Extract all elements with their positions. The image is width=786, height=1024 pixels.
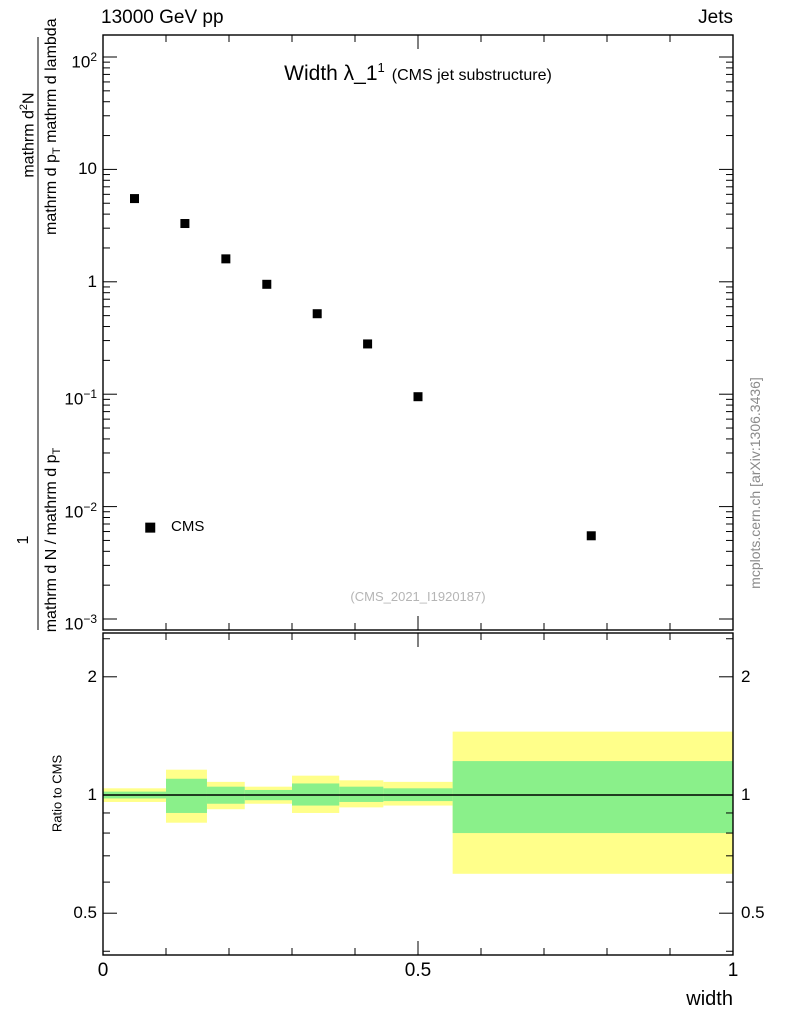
tick-marks bbox=[102, 35, 734, 955]
yaxis-label-text: N bbox=[20, 92, 38, 104]
yaxis-label-prefix-one: 1 bbox=[15, 535, 32, 545]
data-point-marker bbox=[221, 254, 231, 264]
y-axis-tick-label: 10−1 bbox=[64, 387, 97, 409]
yaxis-label-sub: T bbox=[51, 447, 64, 455]
x-axis-tick-label: 0 bbox=[97, 960, 109, 981]
header-beam-energy: 13000 GeV pp bbox=[101, 7, 224, 28]
data-point-marker bbox=[413, 392, 423, 402]
header-process-label: Jets bbox=[698, 7, 733, 28]
inner-band-segment bbox=[452, 761, 733, 834]
inner-band-segment bbox=[166, 778, 207, 813]
ratio-uncertainty-bands bbox=[103, 731, 733, 874]
xaxis-label: width bbox=[686, 988, 733, 1010]
cms-legend-label: CMS bbox=[171, 518, 205, 535]
y-axis-tick-label: 10−3 bbox=[64, 612, 97, 634]
data-point-marker bbox=[363, 339, 373, 349]
yaxis-label-text: mathrm d lambda bbox=[43, 18, 60, 148]
y-axis-tick-label: 10−2 bbox=[64, 499, 97, 522]
ratio-tick-label-left: 1 bbox=[87, 785, 97, 804]
ratio-tick-label-left: 0.5 bbox=[73, 903, 97, 923]
y-axis-tick-label: 102 bbox=[71, 50, 97, 72]
data-point-marker bbox=[262, 279, 272, 289]
analysis-id-watermark: (CMS_2021_I1920187) bbox=[350, 589, 486, 604]
y-axis-tick-label: 10 bbox=[78, 159, 97, 179]
data-point-marker bbox=[312, 309, 322, 319]
ratio-tick-label-right: 0.5 bbox=[741, 903, 765, 923]
data-point-marker bbox=[586, 531, 596, 541]
y-axis-tick-label: 1 bbox=[87, 271, 97, 291]
yaxis-label-sup: 2 bbox=[18, 103, 30, 111]
title-observable: Width λ_1 bbox=[284, 62, 378, 85]
ratio-tick-label-left: 2 bbox=[87, 666, 97, 686]
yaxis-label-numerator: mathrm d2N bbox=[14, 35, 38, 235]
ratio-tick-label-right: 2 bbox=[741, 666, 751, 686]
yaxis-label-sub: T bbox=[51, 147, 64, 155]
main-panel-frame bbox=[102, 34, 734, 631]
yaxis-label-text: mathrm d bbox=[20, 110, 38, 178]
data-points bbox=[130, 194, 596, 541]
data-point-marker bbox=[180, 219, 190, 229]
plot-title: Width λ_11 (CMS jet substructure) bbox=[128, 60, 708, 86]
x-axis-tick-label: 1 bbox=[727, 960, 739, 981]
x-axis-tick-label: 0.5 bbox=[404, 960, 432, 981]
mcplots-attribution: mcplots.cern.ch [arXiv:1306.3436] bbox=[747, 377, 763, 589]
cms-legend-marker bbox=[145, 522, 156, 533]
yaxis-label-text: mathrm d N / mathrm d p bbox=[43, 454, 60, 633]
title-analysis-note: (CMS jet substructure) bbox=[391, 67, 552, 84]
ratio-tick-label-right: 1 bbox=[741, 785, 751, 804]
data-point-marker bbox=[130, 194, 139, 204]
title-superscript: 1 bbox=[377, 60, 385, 75]
